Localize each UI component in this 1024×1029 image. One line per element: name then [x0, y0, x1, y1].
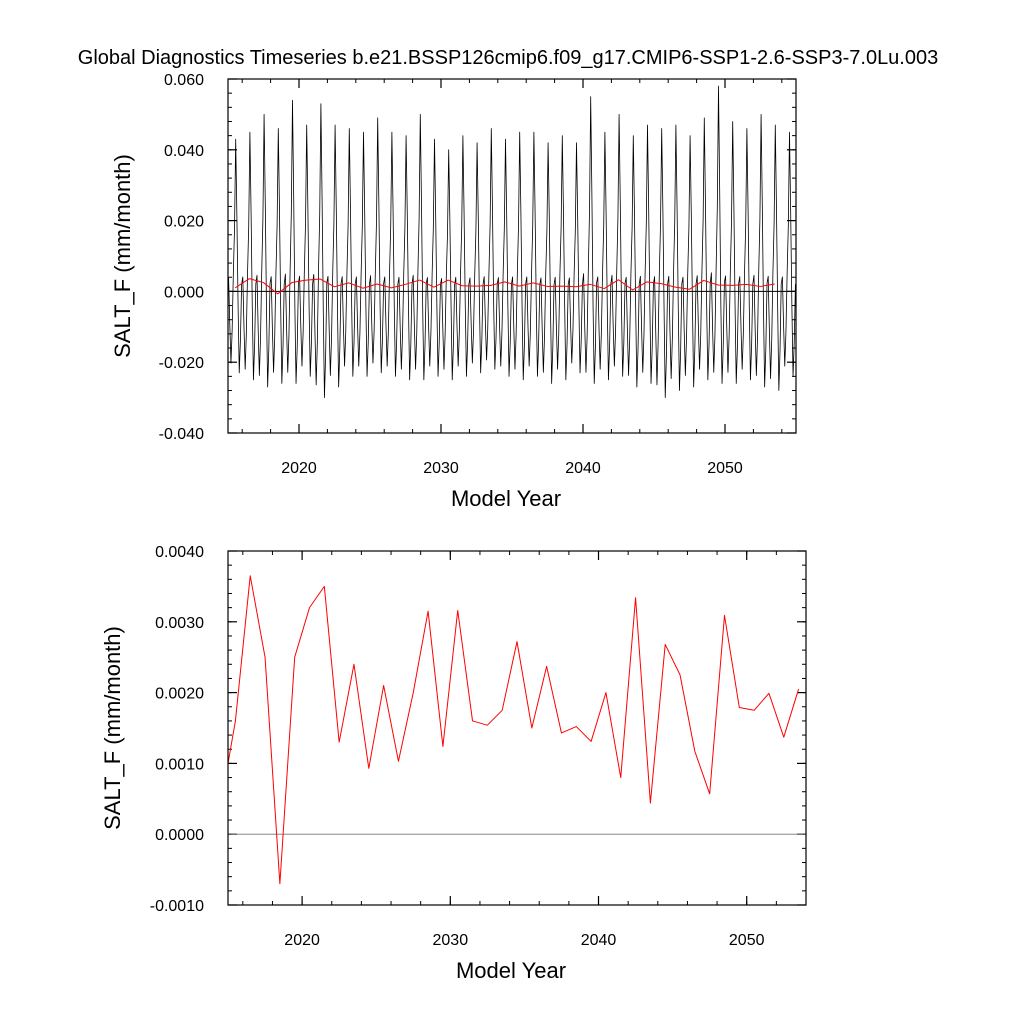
chart-panel-1: Global Diagnostics Timeseries b.e21.BSSP… — [78, 47, 938, 511]
x-tick-label: 2040 — [565, 460, 601, 477]
y-tick-label: 0.0030 — [155, 615, 204, 632]
y-axis-label: SALT_F (mm/month) — [110, 154, 135, 358]
y-tick-label: 0.040 — [164, 143, 204, 160]
y-tick-label: 0.0000 — [155, 827, 204, 844]
x-tick-label: 2020 — [284, 932, 320, 949]
plot-frame — [227, 550, 807, 906]
y-tick-label: 0.0020 — [155, 686, 204, 703]
chart-title: Global Diagnostics Timeseries b.e21.BSSP… — [78, 47, 938, 69]
chart-panel-2: -0.0010 0.0000 0.0010 0.0020 0.0030 0.0040 202… — [100, 544, 807, 983]
y-tick-label: 0.060 — [164, 72, 204, 89]
plot-frame — [227, 78, 797, 434]
y-tick-label: -0.020 — [159, 355, 204, 372]
annual-mean-series-line — [234, 278, 775, 295]
x-tick-label: 2050 — [707, 460, 743, 477]
y-tick-label: 0.0010 — [155, 756, 204, 773]
y-tick-label: -0.0010 — [150, 898, 204, 915]
y-tick-label: 0.000 — [164, 284, 204, 301]
annual-mean-series-line — [228, 575, 800, 885]
monthly-series-line — [228, 85, 796, 398]
y-tick-label: 0.0040 — [155, 544, 204, 561]
x-tick-label: 2030 — [423, 460, 459, 477]
y-tick-label: 0.020 — [164, 214, 204, 231]
x-tick-label: 2050 — [729, 932, 765, 949]
x-tick-label: 2030 — [433, 932, 469, 949]
x-axis-label: Model Year — [451, 486, 561, 511]
y-tick-label: -0.040 — [159, 426, 204, 443]
y-axis-label: SALT_F (mm/month) — [100, 626, 125, 830]
x-axis-label: Model Year — [456, 958, 566, 983]
x-tick-label: 2040 — [581, 932, 617, 949]
x-tick-label: 2020 — [281, 460, 317, 477]
